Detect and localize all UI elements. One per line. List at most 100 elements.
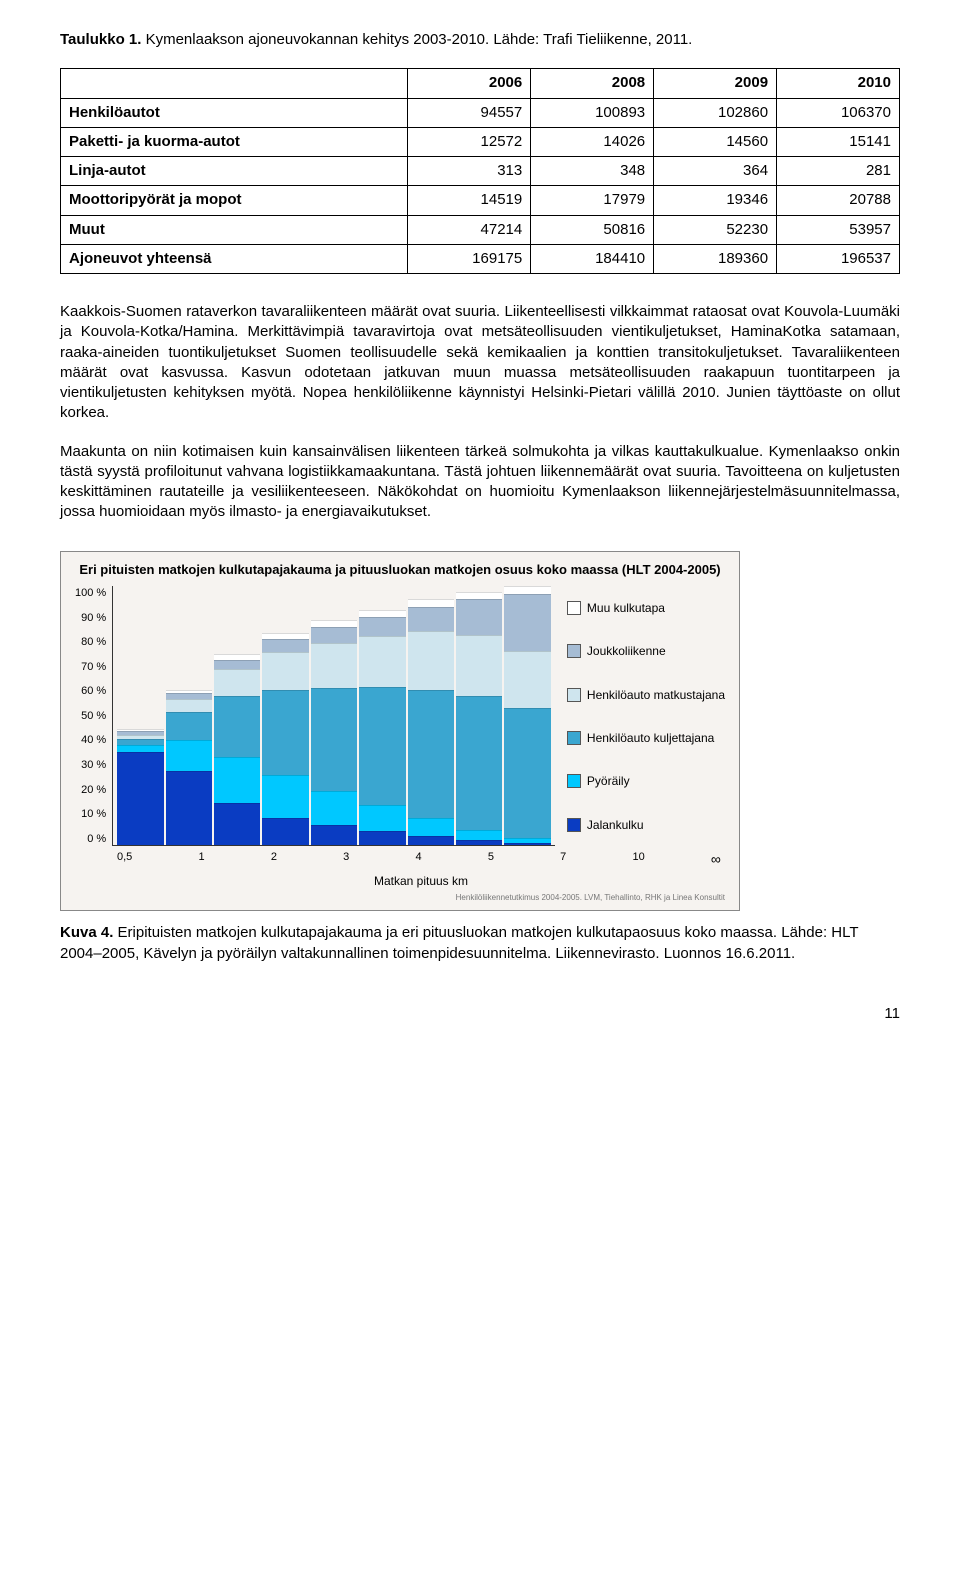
bar <box>504 586 550 845</box>
table-header: 2009 <box>654 69 777 98</box>
table-row: Henkilöautot94557100893102860106370 <box>61 98 900 127</box>
bar-segment <box>166 740 212 771</box>
bar-segment <box>408 818 454 835</box>
bar-segment <box>408 599 454 606</box>
table-row: Paketti- ja kuorma-autot1257214026145601… <box>61 127 900 156</box>
row-value: 313 <box>408 157 531 186</box>
bar-segment <box>456 635 502 696</box>
bar-segment <box>166 712 212 740</box>
bar-segment <box>504 708 550 838</box>
row-label: Muut <box>61 215 408 244</box>
chart-footer: Henkilöliikennetutkimus 2004-2005. LVM, … <box>75 893 725 904</box>
bar-segment <box>214 669 260 696</box>
bar-segment <box>262 652 308 690</box>
bar-segment <box>166 699 212 711</box>
bar-segment <box>311 825 357 845</box>
table-header: 2008 <box>531 69 654 98</box>
bar-segment <box>359 636 405 688</box>
row-value: 14026 <box>531 127 654 156</box>
legend-label: Pyöräily <box>587 773 630 789</box>
table-caption: Taulukko 1. Kymenlaakson ajoneuvokannan … <box>60 30 900 50</box>
ytick: 60 % <box>75 684 106 699</box>
bar <box>359 610 405 846</box>
ytick: 20 % <box>75 783 106 798</box>
bar-segment <box>359 687 405 805</box>
bar-segment <box>262 818 308 846</box>
bar-segment <box>359 610 405 617</box>
bar-segment <box>359 831 405 845</box>
row-label: Henkilöautot <box>61 98 408 127</box>
bar-segment <box>117 745 163 752</box>
bar <box>456 592 502 846</box>
ytick: 40 % <box>75 733 106 748</box>
paragraph-2: Maakunta on niin kotimaisen kuin kansain… <box>60 442 900 523</box>
bar <box>214 654 260 846</box>
bar-segment <box>311 620 357 627</box>
row-value: 169175 <box>408 244 531 273</box>
xtick: 4 <box>415 850 421 869</box>
chart-xaxis: 0,512345710∞ <box>75 846 725 869</box>
bar-segment <box>262 690 308 775</box>
table-header <box>61 69 408 98</box>
row-label: Ajoneuvot yhteensä <box>61 244 408 273</box>
xtick: 2 <box>271 850 277 869</box>
row-label: Paketti- ja kuorma-autot <box>61 127 408 156</box>
legend-swatch <box>567 688 581 702</box>
legend-swatch <box>567 601 581 615</box>
ytick: 80 % <box>75 635 106 650</box>
legend-item: Jalankulku <box>567 817 725 833</box>
row-value: 47214 <box>408 215 531 244</box>
chart-plot <box>112 586 555 846</box>
bar-segment <box>504 843 550 846</box>
bar-segment <box>456 592 502 600</box>
bar-segment <box>214 660 260 670</box>
bar-segment <box>311 643 357 688</box>
ytick: 0 % <box>75 832 106 847</box>
row-value: 15141 <box>777 127 900 156</box>
legend-label: Henkilöauto kuljettajana <box>587 730 714 746</box>
bar-segment <box>504 586 550 594</box>
table-caption-label: Taulukko 1. <box>60 31 141 48</box>
bar <box>408 599 454 845</box>
xtick: ∞ <box>711 850 721 869</box>
legend-item: Muu kulkutapa <box>567 600 725 616</box>
row-value: 19346 <box>654 186 777 215</box>
figure-caption-text: Eripituisten matkojen kulkutapajakauma j… <box>60 924 858 961</box>
row-value: 53957 <box>777 215 900 244</box>
legend-label: Henkilöauto matkustajana <box>587 687 725 703</box>
legend-swatch <box>567 774 581 788</box>
bar-segment <box>504 651 550 708</box>
row-value: 52230 <box>654 215 777 244</box>
bar-segment <box>214 803 260 845</box>
bar-segment <box>214 696 260 757</box>
ytick: 90 % <box>75 611 106 626</box>
legend-item: Henkilöauto kuljettajana <box>567 730 725 746</box>
table-header: 2010 <box>777 69 900 98</box>
bar <box>311 620 357 845</box>
bar-segment <box>359 805 405 831</box>
chart-yaxis: 100 %90 %80 %70 %60 %50 %40 %30 %20 %10 … <box>75 586 112 846</box>
row-value: 17979 <box>531 186 654 215</box>
legend-swatch <box>567 731 581 745</box>
modal-split-chart: Eri pituisten matkojen kulkutapajakauma … <box>60 551 740 912</box>
bar-segment <box>262 775 308 817</box>
row-label: Moottoripyörät ja mopot <box>61 186 408 215</box>
table-row: Linja-autot313348364281 <box>61 157 900 186</box>
bar-segment <box>311 688 357 792</box>
row-value: 102860 <box>654 98 777 127</box>
ytick: 70 % <box>75 660 106 675</box>
legend-item: Pyöräily <box>567 773 725 789</box>
row-value: 14560 <box>654 127 777 156</box>
legend-label: Muu kulkutapa <box>587 600 665 616</box>
xtick: 0,5 <box>117 850 132 869</box>
bar-segment <box>311 627 357 643</box>
bar-segment <box>408 631 454 690</box>
bar-segment <box>117 752 163 845</box>
table-header-row: 2006 2008 2009 2010 <box>61 69 900 98</box>
ytick: 50 % <box>75 709 106 724</box>
bar-segment <box>504 594 550 651</box>
bar-segment <box>456 696 502 831</box>
row-value: 281 <box>777 157 900 186</box>
row-label: Linja-autot <box>61 157 408 186</box>
table-caption-text: Kymenlaakson ajoneuvokannan kehitys 2003… <box>146 31 693 48</box>
